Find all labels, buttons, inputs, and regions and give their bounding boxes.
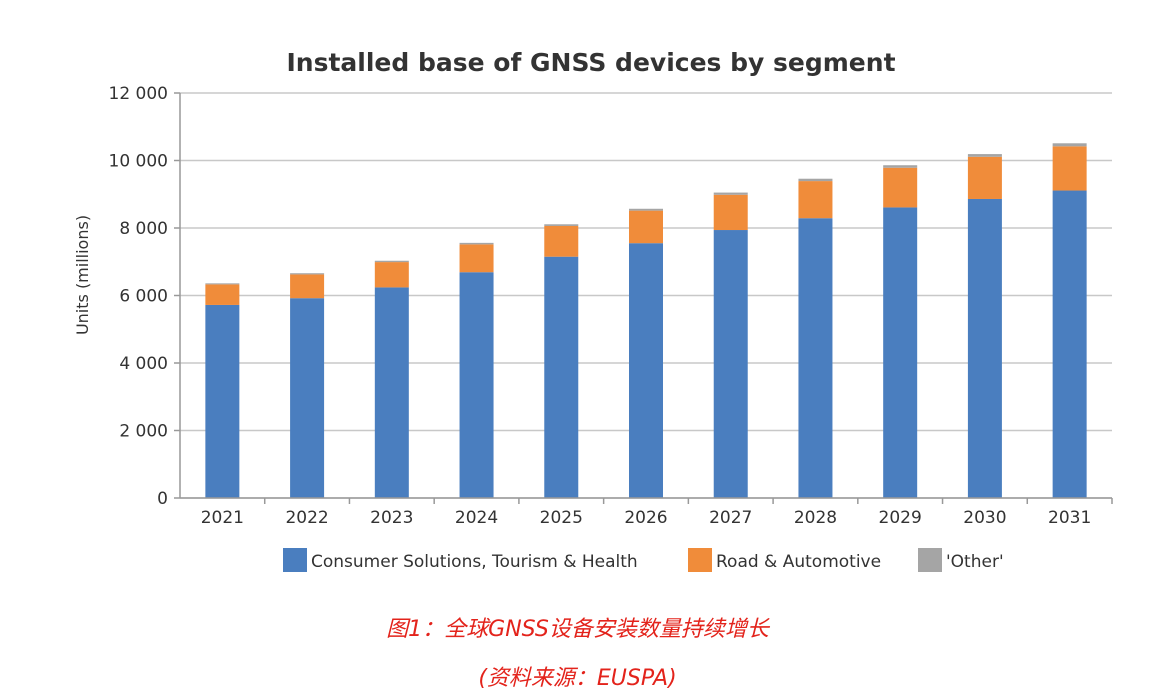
bar-segment: [713, 194, 748, 231]
x-tick-label: 2021: [201, 508, 244, 528]
bar-segment: [1052, 146, 1087, 191]
y-tick-label: 6 000: [119, 287, 168, 307]
bar-segment: [374, 260, 409, 263]
y-axis-label: Units (millions): [73, 215, 92, 335]
x-tick-label: 2022: [285, 508, 328, 528]
bar-segment: [798, 218, 833, 498]
bar-segment: [1052, 143, 1087, 147]
x-tick-label: 2029: [879, 508, 922, 528]
bar-segment: [713, 192, 748, 195]
bar-segment: [967, 198, 1002, 498]
bar-segment: [713, 230, 748, 498]
bar-segment: [883, 167, 918, 208]
bar-segment: [883, 165, 918, 168]
bar-segment: [205, 304, 240, 498]
y-tick-label: 2 000: [119, 422, 168, 442]
bar-segment: [290, 273, 325, 275]
y-tick-label: 8 000: [119, 219, 168, 239]
bar-segment: [459, 242, 494, 245]
bar-segment: [205, 284, 240, 305]
y-tick-label: 0: [157, 489, 168, 509]
bar-segment: [967, 156, 1002, 199]
bar-segment: [883, 207, 918, 498]
bar-segment: [544, 225, 579, 257]
x-tick-label: 2025: [540, 508, 583, 528]
legend-swatch: [688, 548, 712, 572]
x-tick-label: 2027: [709, 508, 752, 528]
bar-segment: [629, 208, 663, 211]
x-tick-label: 2023: [370, 508, 413, 528]
bar-segment: [967, 154, 1002, 157]
bar-segment: [629, 210, 663, 244]
legend-label: Road & Automotive: [716, 552, 881, 572]
y-tick-label: 4 000: [119, 354, 168, 374]
legend-label: Consumer Solutions, Tourism & Health: [311, 552, 638, 572]
bar-segment: [290, 274, 325, 299]
bar-segment: [374, 262, 409, 288]
legend-swatch: [283, 548, 307, 572]
figure-caption: 图1：全球GNSS设备安装数量持续增长: [386, 617, 769, 642]
source-caption: (资料来源：EUSPA): [478, 666, 677, 691]
legend-swatch: [918, 548, 942, 572]
bar-segment: [374, 287, 409, 498]
x-tick-label: 2024: [455, 508, 498, 528]
x-tick-label: 2030: [963, 508, 1006, 528]
x-tick-label: 2028: [794, 508, 837, 528]
bar-segment: [459, 272, 494, 498]
bar-segment: [798, 181, 833, 219]
bar-segment: [544, 256, 579, 498]
bar-segment: [629, 243, 663, 498]
legend-label: 'Other': [946, 552, 1004, 572]
bar-segment: [544, 224, 579, 226]
bar-segment: [459, 244, 494, 273]
x-tick-label: 2026: [624, 508, 667, 528]
bar-segment: [1052, 190, 1087, 498]
bar-segment: [205, 283, 240, 285]
y-tick-label: 10 000: [109, 152, 168, 172]
x-tick-label: 2031: [1048, 508, 1091, 528]
y-tick-label: 12 000: [109, 84, 168, 104]
stacked-bar-chart: Installed base of GNSS devices by segmen…: [73, 48, 1113, 572]
chart-title: Installed base of GNSS devices by segmen…: [286, 48, 895, 77]
bar-segment: [798, 178, 833, 182]
bar-segment: [290, 298, 325, 498]
